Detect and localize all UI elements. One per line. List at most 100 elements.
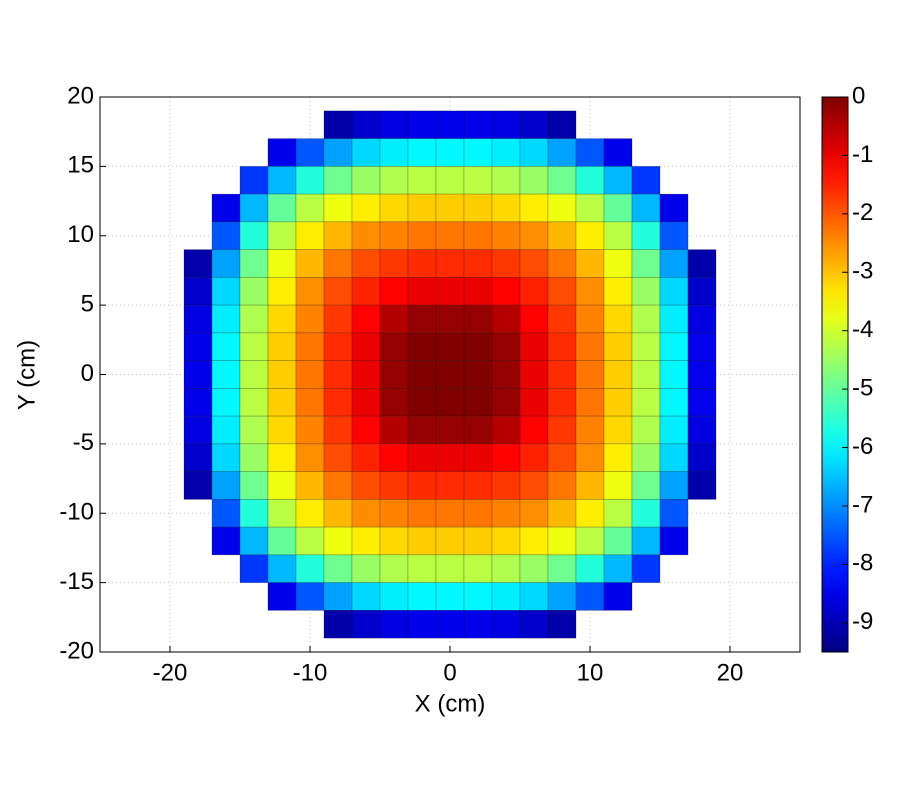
heatmap-cell — [687, 388, 717, 417]
heatmap-cell — [491, 554, 521, 583]
x-axis-label: X (cm) — [415, 690, 486, 717]
x-tick-label: 10 — [577, 659, 604, 686]
heatmap-cell — [323, 304, 353, 334]
heatmap-cell — [659, 277, 689, 306]
heatmap-cell — [547, 388, 577, 417]
heatmap-cell — [267, 138, 297, 167]
heatmap-cell — [407, 193, 437, 223]
heatmap-cell — [435, 277, 465, 306]
heatmap-cell — [183, 443, 213, 472]
heatmap-cell — [659, 499, 689, 528]
heatmap-cell — [519, 110, 549, 139]
y-tick-label: 20 — [67, 82, 94, 109]
heatmap-cell — [295, 526, 325, 556]
heatmap-cell — [295, 554, 325, 583]
heatmap-cell — [631, 554, 661, 583]
heatmap-cell — [323, 360, 353, 389]
heatmap-cell — [351, 110, 381, 139]
heatmap-cell — [211, 443, 241, 472]
heatmap-cell — [435, 304, 465, 334]
heatmap-cell — [575, 443, 605, 472]
heatmap-cell — [239, 166, 269, 195]
heatmap-cell — [267, 304, 297, 334]
heatmap-cell — [659, 332, 689, 361]
heatmap-cell — [323, 554, 353, 583]
heatmap-cell — [659, 360, 689, 389]
heatmap-cell — [323, 610, 353, 639]
heatmap-cell — [435, 610, 465, 639]
heatmap-cell — [407, 415, 437, 445]
heatmap-cell — [631, 221, 661, 250]
heatmap-cell — [463, 526, 493, 556]
heatmap-cell — [407, 526, 437, 556]
heatmap-cell — [491, 193, 521, 223]
heatmap-cell — [491, 388, 521, 417]
heatmap-cell — [295, 193, 325, 223]
heatmap-cell — [211, 360, 241, 389]
heatmap-cell — [603, 277, 633, 306]
heatmap-cell — [267, 471, 297, 500]
heatmap-cell — [407, 582, 437, 611]
heatmap-cell — [323, 471, 353, 500]
heatmap-cell — [547, 332, 577, 361]
heatmap-cell — [183, 471, 213, 500]
y-tick-label: -20 — [59, 637, 94, 664]
x-tick-label: -10 — [293, 659, 328, 686]
heatmap-cell — [603, 221, 633, 250]
heatmap-cell — [323, 277, 353, 306]
heatmap-cell — [435, 193, 465, 223]
heatmap-cell — [491, 499, 521, 528]
heatmap-cell — [295, 304, 325, 334]
x-tick-label: -20 — [153, 659, 188, 686]
heatmap-cell — [379, 415, 409, 445]
heatmap-cell — [575, 415, 605, 445]
heatmap-cell — [547, 415, 577, 445]
heatmap-cell — [323, 388, 353, 417]
heatmap-cell — [575, 221, 605, 250]
heatmap-cell — [519, 554, 549, 583]
heatmap-cell — [463, 138, 493, 167]
heatmap-cell — [435, 388, 465, 417]
heatmap-cell — [687, 304, 717, 334]
heatmap-cell — [267, 193, 297, 223]
heatmap-cell — [295, 221, 325, 250]
heatmap-cell — [407, 277, 437, 306]
heatmap-cell — [463, 554, 493, 583]
heatmap-cell — [575, 138, 605, 167]
heatmap-cell — [323, 138, 353, 167]
heatmap-cell — [323, 526, 353, 556]
y-tick-label: 10 — [67, 221, 94, 248]
heatmap-cell — [603, 360, 633, 389]
y-tick-label: 15 — [67, 152, 94, 179]
heatmap-cell — [239, 388, 269, 417]
heatmap-cell — [519, 360, 549, 389]
heatmap-cell — [575, 277, 605, 306]
heatmap-cell — [239, 554, 269, 583]
colorbar-tick-label: -8 — [852, 550, 873, 577]
heatmap-cell — [575, 499, 605, 528]
heatmap-cell — [435, 415, 465, 445]
heatmap-cell — [687, 332, 717, 361]
heatmap-cell — [239, 415, 269, 445]
heatmap-cell — [295, 582, 325, 611]
heatmap-cell — [575, 249, 605, 278]
heatmap-cell — [463, 471, 493, 500]
heatmap-cell — [379, 554, 409, 583]
heatmap-cell — [603, 554, 633, 583]
heatmap-cell — [603, 193, 633, 223]
heatmap-cell — [575, 388, 605, 417]
heatmap-cell — [239, 526, 269, 556]
heatmap-cell — [239, 249, 269, 278]
heatmap-cell — [351, 610, 381, 639]
heatmap-cell — [351, 471, 381, 500]
heatmap-cell — [463, 443, 493, 472]
heatmap-cell — [575, 554, 605, 583]
heatmap-cell — [575, 582, 605, 611]
heatmap-cell — [631, 360, 661, 389]
heatmap-cell — [687, 360, 717, 389]
y-tick-label: 0 — [81, 360, 94, 387]
heatmap-cell — [631, 277, 661, 306]
heatmap-cell — [295, 249, 325, 278]
heatmap-cell — [183, 277, 213, 306]
heatmap-cell — [295, 332, 325, 361]
